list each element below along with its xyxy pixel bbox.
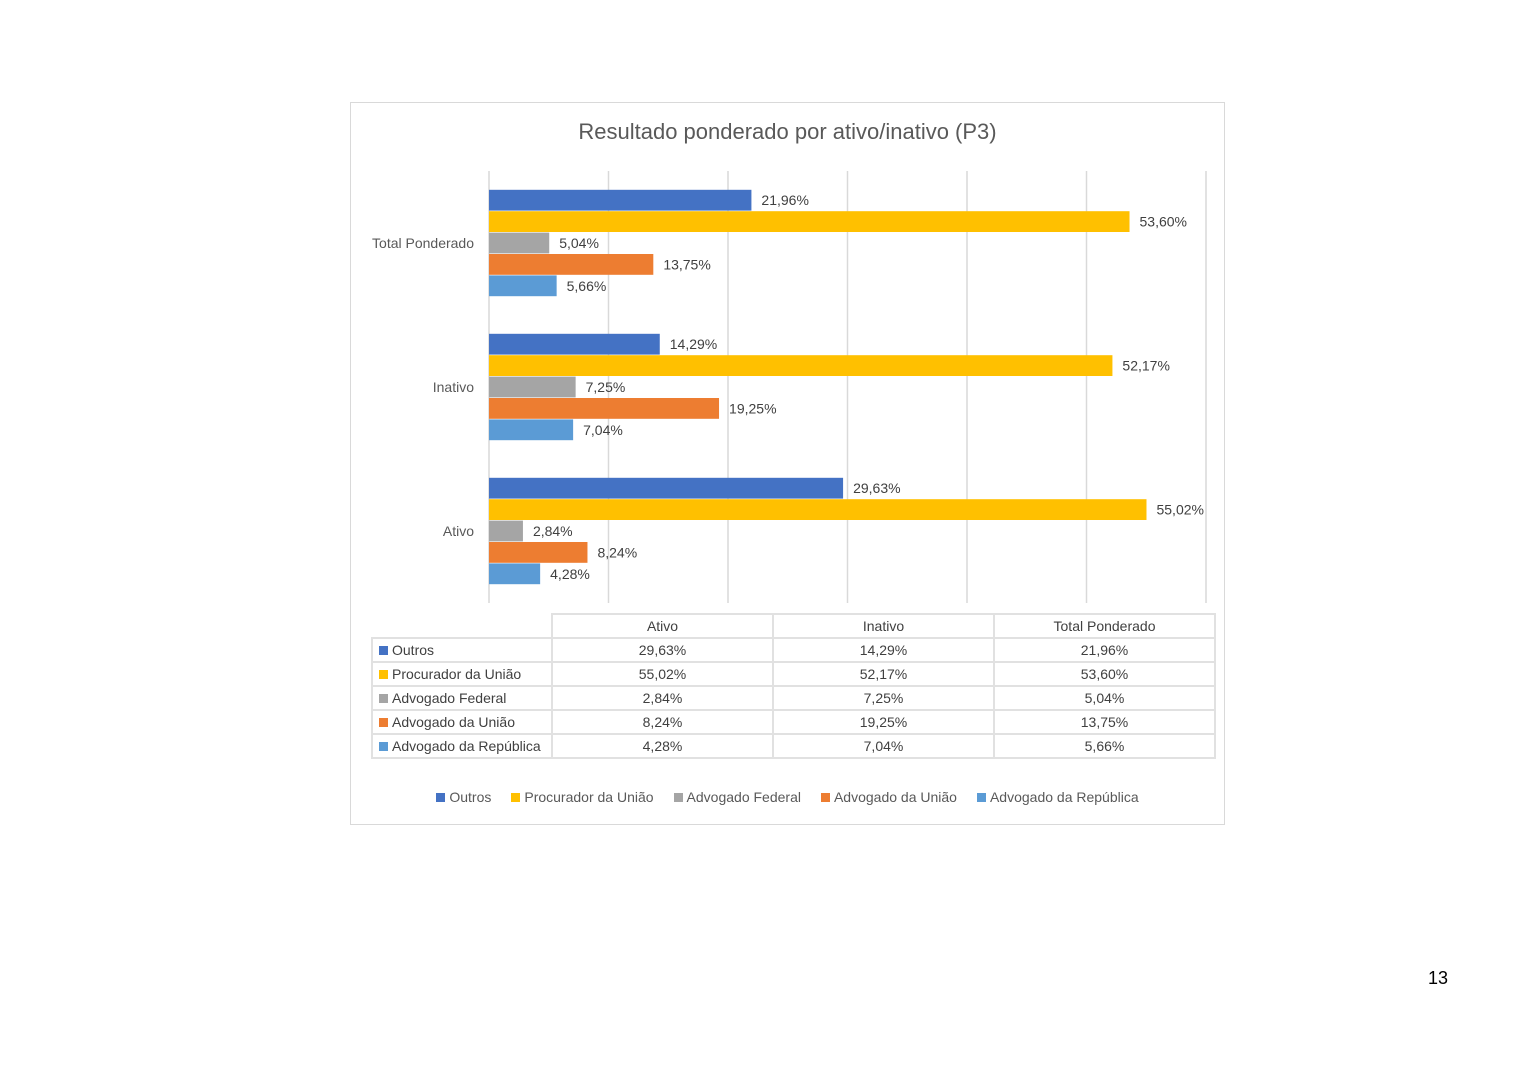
legend-item: Advogado da União <box>820 789 957 805</box>
legend-item: Advogado da República <box>976 789 1139 805</box>
plot-area: Ativo 29,63% 55,02% 2,84% 8,24% 4,28% Inativo 1… <box>372 171 1207 603</box>
data-label: 7,04% <box>583 422 623 438</box>
data-label: 14,29% <box>670 336 717 352</box>
legend-item: Outros <box>436 789 491 805</box>
legend-swatch <box>379 694 388 703</box>
bar <box>489 189 752 211</box>
bar <box>489 542 588 563</box>
table-cell: 55,02% <box>551 661 774 687</box>
data-label: 5,66% <box>567 278 607 294</box>
bar <box>489 419 574 441</box>
table-cell: 5,66% <box>993 733 1216 759</box>
table-row: Procurador da União 55,02% 52,17% 53,60% <box>371 661 1216 687</box>
legend-swatch <box>511 793 521 802</box>
bar <box>489 520 523 542</box>
legend-label: Outros <box>449 789 492 805</box>
table-cell: 19,25% <box>772 709 995 735</box>
data-label: 5,04% <box>559 235 599 251</box>
data-table: Ativo Inativo Total Ponderado Outros 29,63%… <box>371 613 1216 759</box>
table-cell: 14,29% <box>772 637 995 663</box>
table-column-header: Total Ponderado <box>993 613 1216 639</box>
table-cell: 2,84% <box>551 685 774 711</box>
legend-item: Procurador da União <box>511 789 654 805</box>
bar <box>489 275 557 297</box>
table-cell: 53,60% <box>993 661 1216 687</box>
table-column-header: Inativo <box>772 613 995 639</box>
category-label: Ativo <box>443 523 474 539</box>
table-cell: 29,63% <box>551 637 774 663</box>
table-row: Outros 29,63% 14,29% 21,96% <box>371 637 1216 663</box>
legend-swatch <box>976 793 986 802</box>
bar <box>489 254 654 275</box>
data-label: 4,28% <box>550 566 590 582</box>
data-label: 2,84% <box>533 523 573 539</box>
table-cell: 7,04% <box>772 733 995 759</box>
table-series-label: Outros <box>371 637 553 663</box>
table-cell: 21,96% <box>993 637 1216 663</box>
table-row: Advogado da União 8,24% 19,25% 13,75% <box>371 709 1216 735</box>
legend-swatch <box>436 793 446 802</box>
legend-swatch <box>820 793 830 802</box>
data-label: 55,02% <box>1156 502 1203 518</box>
legend: Outros Procurador da União Advogado Federa… <box>351 789 1224 805</box>
data-label: 53,60% <box>1140 214 1187 230</box>
table-cell: 7,25% <box>772 685 995 711</box>
data-label: 52,17% <box>1122 358 1169 374</box>
legend-swatch <box>379 670 388 679</box>
legend-label: Advogado da União <box>833 789 957 805</box>
bar <box>489 563 541 585</box>
chart-title: Resultado ponderado por ativo/inativo (P… <box>578 119 997 144</box>
table-cell: 13,75% <box>993 709 1216 735</box>
table-cell: 5,04% <box>993 685 1216 711</box>
table-series-label: Advogado Federal <box>371 685 553 711</box>
data-label: 13,75% <box>663 256 710 272</box>
bar <box>489 398 720 419</box>
table-series-label: Advogado da República <box>371 733 553 759</box>
data-label: 19,25% <box>729 400 776 416</box>
bar <box>489 232 550 254</box>
legend-label: Procurador da União <box>524 789 654 805</box>
legend-label: Advogado Federal <box>686 789 801 805</box>
bar <box>489 333 660 355</box>
table-cell: 4,28% <box>551 733 774 759</box>
legend-swatch <box>379 742 388 751</box>
data-label: 21,96% <box>761 192 808 208</box>
table-cell: 52,17% <box>772 661 995 687</box>
table-series-label: Procurador da União <box>371 661 553 687</box>
chart-frame: Resultado ponderado por ativo/inativo (P… <box>350 102 1225 825</box>
legend-swatch <box>379 718 388 727</box>
table-row: Advogado Federal 2,84% 7,25% 5,04% <box>371 685 1216 711</box>
bar <box>489 477 844 499</box>
category-label: Total Ponderado <box>372 235 474 251</box>
data-label: 7,25% <box>586 379 626 395</box>
data-label: 29,63% <box>853 480 900 496</box>
bar <box>489 376 576 398</box>
data-label: 8,24% <box>597 544 637 560</box>
table-cell: 8,24% <box>551 709 774 735</box>
bar <box>489 211 1130 232</box>
table-column-header: Ativo <box>551 613 774 639</box>
category-label: Inativo <box>433 379 474 395</box>
table-series-label: Advogado da União <box>371 709 553 735</box>
table-row: Advogado da República 4,28% 7,04% 5,66% <box>371 733 1216 759</box>
page-number: 13 <box>1428 968 1449 988</box>
legend-swatch <box>379 646 388 655</box>
legend-item: Advogado Federal <box>673 789 801 805</box>
table-header-row: Ativo Inativo Total Ponderado <box>372 613 1216 639</box>
bar <box>489 499 1147 520</box>
legend-label: Advogado da República <box>989 789 1139 805</box>
table-corner <box>372 614 553 639</box>
legend-swatch <box>673 793 683 802</box>
bar <box>489 355 1113 376</box>
